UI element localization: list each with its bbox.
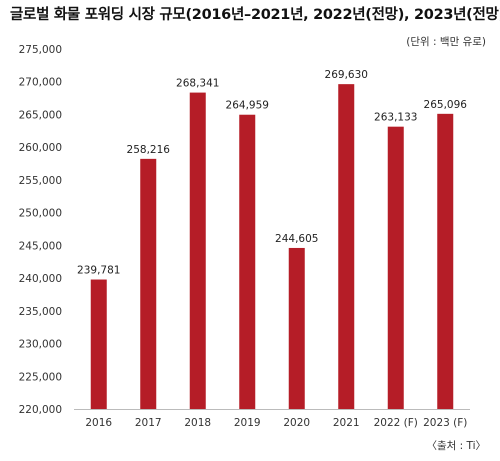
y-tick-label: 275,000 <box>19 44 62 56</box>
x-tick-label: 2022 (F) <box>374 417 418 429</box>
y-tick-label: 265,000 <box>19 109 62 121</box>
data-label: 239,781 <box>77 265 120 277</box>
x-tick-label: 2020 <box>283 417 310 429</box>
y-tick-label: 260,000 <box>19 142 62 154</box>
bar <box>239 114 256 410</box>
y-tick-label: 270,000 <box>19 77 62 89</box>
y-tick-label: 225,000 <box>19 371 62 383</box>
data-label: 258,216 <box>127 144 171 156</box>
y-tick-label: 220,000 <box>19 404 62 416</box>
x-tick-label: 2023 (F) <box>423 417 467 429</box>
x-tick-label: 2017 <box>135 417 162 429</box>
bar <box>140 158 157 409</box>
data-label: 265,096 <box>424 99 468 111</box>
x-tick-label: 2016 <box>85 417 112 429</box>
chart-title: 글로벌 화물 포워딩 시장 규모(2016년–2021년, 2022년(전망),… <box>10 7 500 23</box>
bar <box>338 84 355 409</box>
data-label: 264,959 <box>226 100 269 112</box>
bar <box>288 247 305 409</box>
bar <box>189 92 206 409</box>
y-tick-label: 255,000 <box>19 175 62 187</box>
y-tick-label: 235,000 <box>19 306 62 318</box>
y-tick-label: 240,000 <box>19 273 62 285</box>
data-label: 263,133 <box>374 112 417 124</box>
y-tick-label: 245,000 <box>19 240 62 252</box>
data-label: 268,341 <box>176 78 219 90</box>
x-tick-label: 2018 <box>184 417 211 429</box>
bar <box>90 279 107 409</box>
data-label: 244,605 <box>275 233 318 245</box>
unit-note: (단위 : 백만 유로) <box>406 36 486 48</box>
x-tick-label: 2019 <box>234 417 261 429</box>
source-note: 〈출처 : Ti〉 <box>426 440 486 452</box>
y-tick-label: 250,000 <box>19 208 62 220</box>
bar <box>387 126 404 409</box>
data-label: 269,630 <box>325 69 368 81</box>
y-tick-label: 230,000 <box>19 339 62 351</box>
bar <box>437 113 454 410</box>
x-tick-label: 2021 <box>333 417 360 429</box>
